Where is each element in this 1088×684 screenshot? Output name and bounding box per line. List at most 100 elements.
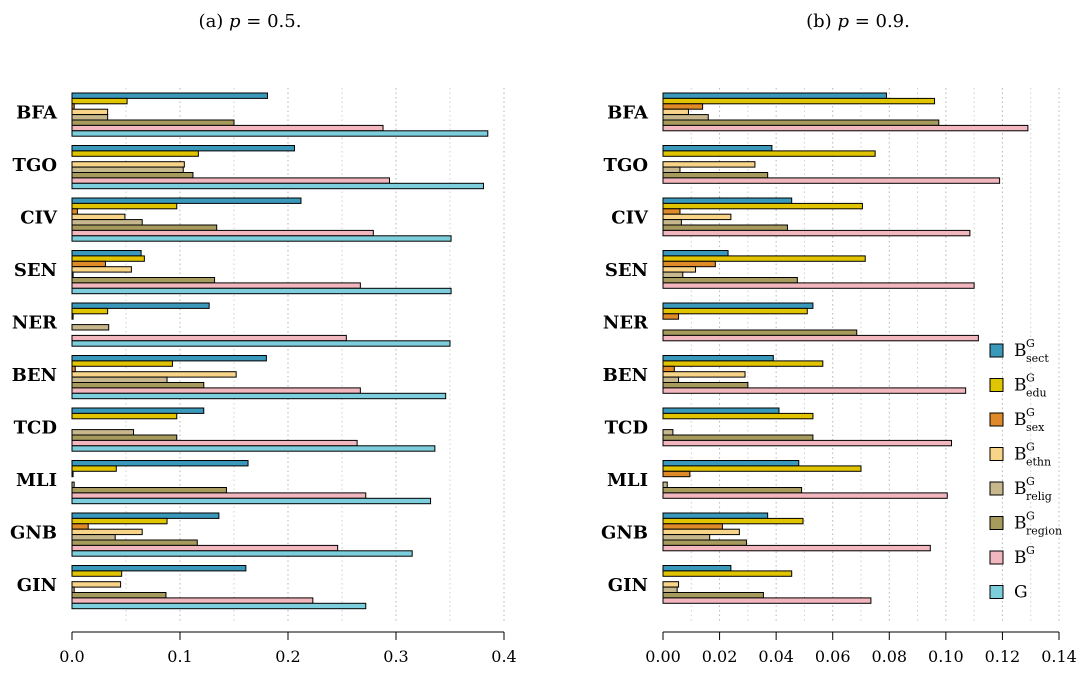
bar-b-sect — [71, 407, 205, 414]
bar-b — [662, 544, 931, 552]
category-label: NER — [603, 313, 649, 334]
legend-label: B — [1014, 479, 1027, 499]
bar-b — [71, 439, 358, 447]
bar-b — [662, 439, 953, 447]
category-label: GNB — [10, 523, 57, 544]
category-label: BFA — [607, 103, 649, 124]
category-label: MLI — [607, 470, 648, 491]
bar-g — [71, 550, 413, 557]
bar-b-edu — [71, 97, 128, 105]
panel-b: (b) p = 0.9. BFA TGO CIV SEN NER BEN TCD MLI GNB G… — [601, 11, 1077, 666]
legend-label-sub: ethn — [1026, 456, 1051, 469]
chart-title: (b) p = 0.9. — [806, 11, 910, 32]
x-tick-label: 0.08 — [871, 647, 907, 666]
bar-b-relig — [71, 271, 74, 279]
bar-b-edu — [71, 202, 178, 210]
bar-b-edu — [662, 97, 936, 105]
legend-swatch — [989, 516, 1004, 530]
bar-b-ethn — [662, 371, 746, 378]
category-label: MLI — [16, 470, 57, 491]
bar-b-sect — [71, 512, 220, 519]
category-label: TCD — [605, 418, 648, 439]
legend-label-sub: relig — [1026, 490, 1052, 503]
legend-swatch — [989, 585, 1004, 599]
bar-b — [71, 334, 347, 342]
category-label: CIV — [611, 208, 649, 229]
x-tick-label: 0.3 — [383, 647, 408, 666]
category-label: SEN — [14, 260, 57, 281]
bar-b — [71, 597, 314, 604]
bar-b-relig — [662, 534, 711, 541]
bar-b-region — [71, 434, 178, 441]
category-label: NER — [12, 313, 58, 334]
bar-b-relig — [71, 534, 116, 541]
x-tick-label: 0.06 — [815, 647, 851, 666]
bar-b-sect — [662, 145, 773, 152]
legend-label: B — [1014, 548, 1027, 568]
bar-b-region — [71, 172, 194, 179]
bar-b-edu — [662, 150, 876, 157]
bar-b-sex — [662, 208, 681, 215]
legend-swatch — [989, 412, 1004, 427]
bar-b-region — [662, 277, 798, 284]
legend-label: B — [1014, 376, 1027, 396]
bar-b-region — [662, 329, 858, 336]
category-label: GIN — [17, 575, 57, 596]
bar-b-sect — [662, 512, 769, 519]
bar-b-edu — [662, 202, 863, 210]
bar-b-region — [71, 224, 218, 231]
bar-b-sect — [71, 250, 142, 257]
bar-b-relig — [71, 481, 75, 489]
bar-g — [71, 182, 484, 190]
bar-b-relig — [662, 219, 682, 226]
bar-b-ethn — [662, 266, 697, 273]
bar-b — [662, 387, 967, 394]
bar-g — [71, 602, 367, 610]
bar-b — [662, 229, 971, 237]
legend-label-sup: G — [1026, 441, 1035, 454]
bar-b-edu — [71, 465, 117, 472]
category-label: GNB — [601, 523, 648, 544]
bar-b — [71, 282, 361, 289]
bar-b-region — [71, 382, 205, 389]
category-label: TGO — [604, 155, 648, 176]
bar-b-relig — [71, 429, 135, 436]
bar-b-sect — [662, 460, 800, 467]
bar-b-ethn — [662, 108, 689, 116]
category-label: SEN — [605, 260, 648, 281]
bar-b — [71, 544, 339, 552]
bar-b-relig — [71, 376, 168, 384]
bar-b-ethn — [662, 528, 740, 536]
legend-label: B — [1014, 514, 1027, 534]
bar-b — [662, 492, 948, 499]
bar-b-sect — [71, 197, 302, 204]
bar-b-sect — [71, 302, 210, 309]
panel-a: (a) p = 0.5. BFA TGO CIV SEN NER BEN TCD MLI GNB G… — [10, 11, 517, 666]
chart-title: (a) p = 0.5. — [199, 11, 302, 32]
bar-b-edu — [71, 307, 109, 315]
legend-swatch — [989, 343, 1004, 358]
bar-b-ethn — [71, 108, 109, 116]
bar-b-relig — [71, 324, 110, 331]
bar-b-relig — [71, 114, 109, 121]
bar-b — [662, 282, 975, 289]
category-label: BEN — [12, 365, 57, 386]
bar-b-ethn — [71, 266, 132, 273]
bar-b-sex — [662, 523, 723, 530]
bar-b-edu — [71, 570, 123, 577]
bar-b-ethn — [71, 161, 185, 168]
bar-g — [71, 445, 436, 452]
bar-b-sex — [71, 365, 76, 373]
bar-b-region — [71, 277, 216, 284]
bar-b-edu — [662, 465, 862, 472]
bar-b — [71, 387, 361, 394]
bar-b — [662, 124, 1029, 132]
bar-b-ethn — [662, 161, 756, 168]
bar-b-edu — [71, 255, 145, 262]
bar-b-ethn — [71, 371, 237, 378]
category-label: BEN — [603, 365, 648, 386]
bar-g — [71, 340, 451, 347]
bar-b-region — [662, 172, 769, 179]
legend-label-sub: sect — [1026, 352, 1049, 365]
